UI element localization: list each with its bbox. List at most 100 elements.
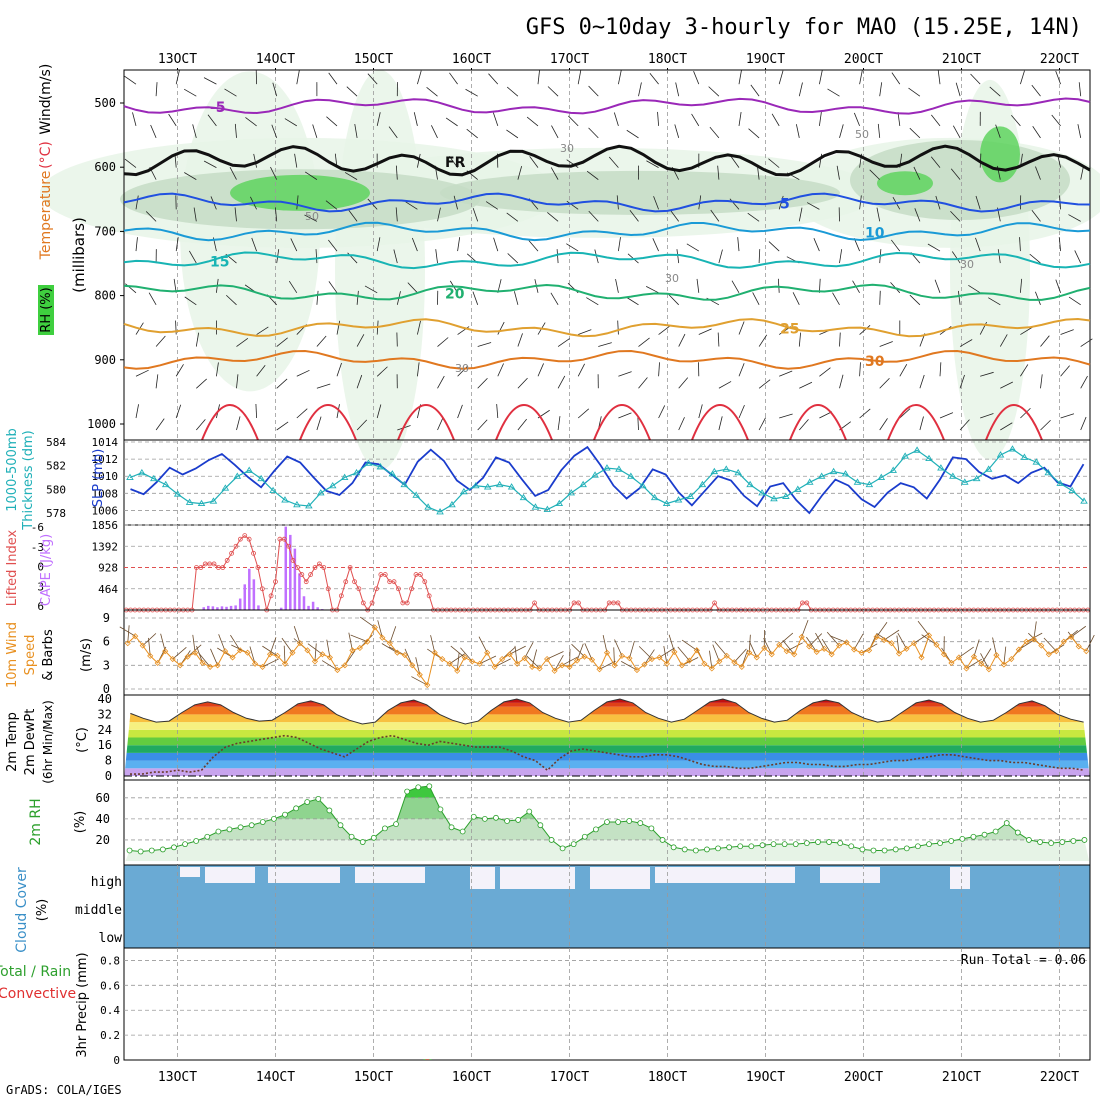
tick-label: low: [99, 931, 123, 946]
wind-barb: [709, 650, 713, 669]
tick-label: 14OCT: [256, 52, 295, 67]
wind-barb: [698, 404, 703, 419]
wind-speed-point: [259, 663, 266, 670]
wind-barb: [798, 82, 803, 97]
thickness-point: [1032, 458, 1041, 465]
wind-barb: [172, 647, 187, 660]
wind-speed-point: [888, 640, 895, 647]
wind-barb: [939, 362, 942, 377]
thickness-point: [161, 480, 170, 488]
wind-speed-point: [843, 639, 850, 646]
isotherm-label: 20: [445, 286, 465, 302]
cape-bar: [307, 605, 310, 610]
wind-barb: [494, 658, 511, 668]
rh-point: [759, 842, 766, 849]
wind-barb: [417, 362, 420, 377]
wind-barb: [717, 165, 720, 180]
wind-speed-point: [633, 667, 641, 674]
isotherm-cell: [691, 404, 749, 441]
thickness-point: [782, 492, 790, 499]
wind-barb: [1074, 250, 1082, 264]
rh-point: [781, 841, 788, 848]
thickness-point: [150, 474, 158, 482]
wind-barb: [670, 209, 680, 222]
wind-barb: [588, 210, 599, 222]
tick-label: 582: [46, 460, 66, 473]
wind-barb: [681, 639, 698, 651]
wind-barb: [230, 634, 241, 651]
wind-barb: [950, 168, 961, 180]
wind-speed-point: [1000, 661, 1007, 668]
wind-speed-point: [177, 662, 184, 669]
wind-barb: [456, 652, 460, 671]
wind-barb: [584, 643, 593, 660]
wind-speed-point: [394, 649, 401, 656]
tick-label: 15OCT: [354, 1070, 393, 1085]
wind-speed-point: [753, 654, 760, 661]
thickness-point: [698, 480, 707, 488]
wind-barb: [524, 642, 534, 659]
wind-speed-point: [409, 662, 416, 669]
thickness-point: [1008, 445, 1017, 452]
wind-barb: [376, 112, 381, 126]
wind-barb: [293, 626, 301, 644]
isotherm-label: 15: [210, 254, 229, 270]
thickness-point: [448, 500, 456, 508]
thickness-point: [889, 466, 898, 473]
wind-barb: [989, 86, 1001, 97]
axis-label-barbs: & Barbs: [41, 629, 56, 681]
wind-barb: [526, 116, 539, 127]
wind-barb: [256, 326, 269, 335]
temp-band: [124, 702, 1090, 707]
wind-barb: [321, 660, 338, 671]
wind-barb: [315, 249, 318, 264]
wind-barb: [832, 292, 840, 306]
wind-barb: [404, 648, 413, 666]
wind-barb: [638, 82, 642, 97]
wind-barb: [150, 124, 157, 139]
wind-barb: [717, 332, 720, 347]
cape-bar: [316, 607, 319, 610]
wind-barb: [547, 212, 559, 222]
wind-barb: [466, 128, 478, 139]
rh-point: [382, 825, 388, 832]
wind-barb: [328, 281, 338, 294]
wind-barb: [691, 113, 700, 127]
tick-label: 16OCT: [452, 52, 491, 67]
wind-speed-point: [222, 648, 229, 655]
li-point: [233, 543, 239, 549]
wind-barb: [249, 646, 256, 664]
axis-label-temperature: Temperature: [38, 171, 54, 261]
wind-speed-point: [731, 659, 738, 666]
wind-barb: [914, 208, 921, 222]
wind-speed-point: [1053, 648, 1060, 655]
wind-speed-point: [401, 652, 408, 659]
wind-barb: [477, 419, 488, 431]
wind-barb: [1077, 124, 1082, 138]
rh-band: [124, 797, 1090, 819]
wind-barb: [801, 619, 809, 638]
wind-barb: [771, 113, 780, 127]
wind-barb: [718, 416, 723, 431]
wind-barb: [891, 239, 901, 252]
wind-barb: [859, 362, 861, 377]
wind-barb: [638, 377, 648, 389]
wind-speed-point: [244, 649, 251, 656]
wind-speed-point: [536, 665, 543, 672]
thickness-point: [185, 498, 194, 505]
wind-barb: [1080, 338, 1093, 347]
wind-barb: [939, 412, 954, 419]
panel-upper-air: 500 600 700 800 900 1000 -5 FR 5 10 15 20 25 30 30 50 30…: [38, 64, 1100, 470]
wind-barb: [283, 645, 286, 664]
li-point: [242, 533, 248, 539]
wind-barb: [431, 125, 438, 139]
panel-frame: [123, 947, 1091, 1061]
wind-speed-point: [985, 666, 992, 673]
rh-point: [159, 846, 166, 853]
cloud-gap: [820, 867, 880, 883]
wind-barb: [435, 249, 438, 264]
thickness-point: [1056, 479, 1064, 486]
wind-barb: [376, 366, 388, 377]
wind-speed-point: [806, 643, 813, 650]
